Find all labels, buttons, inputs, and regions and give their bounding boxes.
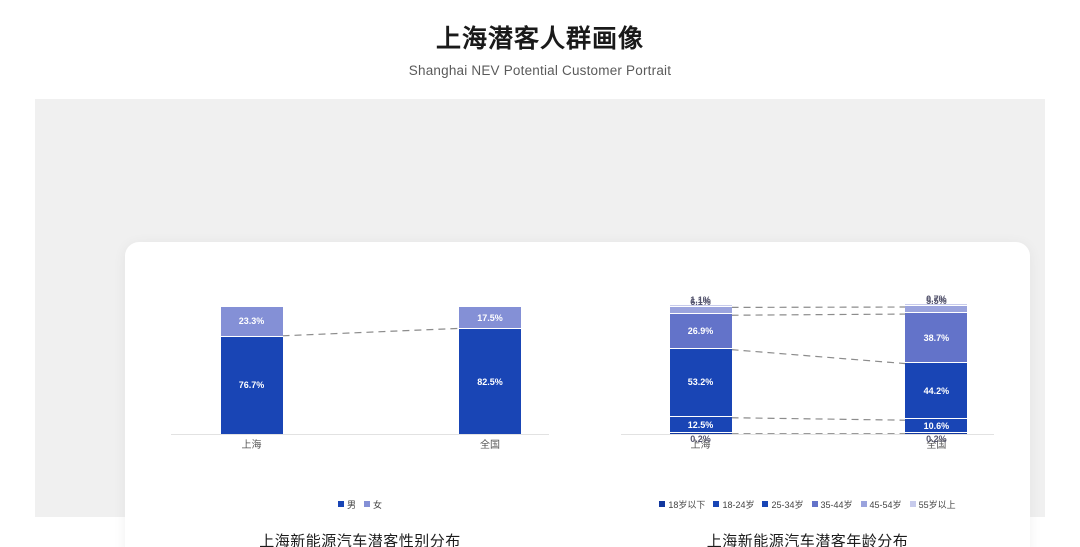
bar-segment-label: 5.5% bbox=[926, 296, 947, 307]
chart-gender-distribution: 76.7% 23.3% 82.5% 17.5% 上海 全国 男女 上海新能源汽车潜客… bbox=[135, 242, 585, 547]
bar-segment-label: 26.9% bbox=[687, 326, 714, 337]
chart-age-legend: 18岁以下 18-24岁 25-34岁 35-44岁 45-54岁 55岁以上 bbox=[585, 498, 1030, 511]
tick-label-shanghai: 上海 bbox=[690, 440, 711, 451]
chart-age-caption: 上海新能源汽车潜客年龄分布 bbox=[706, 533, 909, 547]
charts-card: 76.7% 23.3% 82.5% 17.5% 上海 全国 男女 上海新能源汽车潜客… bbox=[125, 242, 1030, 547]
bar-segment-label: 76.7% bbox=[238, 380, 265, 391]
legend-item-25-34岁[interactable]: 25-34岁 bbox=[762, 498, 804, 511]
connector-line bbox=[731, 313, 906, 316]
legend-label: 25-34岁 bbox=[771, 500, 804, 510]
bar-segment-55岁以上[interactable]: 1.1% bbox=[669, 295, 732, 306]
bar-segment-45-54岁[interactable]: 6.1% bbox=[669, 297, 732, 314]
content-backdrop-panel: 76.7% 23.3% 82.5% 17.5% 上海 全国 男女 上海新能源汽车潜客… bbox=[35, 99, 1045, 547]
bar-segment-女[interactable]: 23.3% bbox=[220, 306, 283, 336]
bar-segment-label: 0.7% bbox=[926, 294, 947, 305]
bar-segment-label: 23.3% bbox=[238, 316, 265, 327]
bar-segment-label: 82.5% bbox=[477, 376, 503, 387]
legend-label: 女 bbox=[373, 500, 383, 510]
bar-segment-55岁以上[interactable]: 0.7% bbox=[905, 294, 968, 306]
bar-shanghai[interactable]: 0.2% 12.5% 53.2% 26.9% 6.1% 1.1% bbox=[669, 295, 732, 444]
legend-swatch-icon bbox=[762, 500, 769, 507]
legend-swatch-icon bbox=[860, 500, 867, 507]
chart-gender-axis bbox=[171, 434, 549, 435]
legend-swatch-icon bbox=[659, 500, 666, 507]
connector-line bbox=[731, 417, 906, 421]
page-subtitle: Shanghai NEV Potential Customer Portrait bbox=[408, 63, 672, 78]
bar-segment-label: 38.7% bbox=[923, 332, 950, 343]
bar-segment-35-44岁[interactable]: 38.7% bbox=[905, 312, 968, 362]
connector-line bbox=[731, 349, 906, 365]
bar-national[interactable]: 82.5% 17.5% bbox=[459, 306, 521, 434]
chart-gender-caption: 上海新能源汽车潜客性别分布 bbox=[259, 533, 461, 547]
bar-segment-25-34岁[interactable]: 44.2% bbox=[905, 361, 968, 419]
legend-label: 45-54岁 bbox=[869, 500, 902, 510]
legend-item-女[interactable]: 女 bbox=[364, 498, 382, 511]
legend-item-35-44岁[interactable]: 35-44岁 bbox=[811, 498, 853, 511]
legend-swatch-icon bbox=[364, 500, 370, 507]
bar-segment-18-24岁[interactable]: 12.5% bbox=[669, 416, 732, 432]
chart-age-plot: 0.2% 12.5% 53.2% 26.9% 6.1% 1.1% 0.2% 10.6% 44.… bbox=[585, 287, 1030, 477]
legend-item-45-54岁[interactable]: 45-54岁 bbox=[860, 498, 902, 511]
legend-item-18岁以下[interactable]: 18岁以下 bbox=[659, 498, 705, 511]
bar-segment-女[interactable]: 17.5% bbox=[459, 306, 521, 329]
chart-age-distribution: 0.2% 12.5% 53.2% 26.9% 6.1% 1.1% 0.2% 10.6% 44.… bbox=[585, 242, 1030, 547]
bar-segment-18岁以下[interactable]: 0.2% bbox=[905, 432, 968, 444]
connector-line bbox=[282, 327, 460, 337]
chart-gender-plot: 76.7% 23.3% 82.5% 17.5% 上海 全国 bbox=[135, 287, 585, 477]
bar-segment-label: 1.1% bbox=[690, 294, 711, 305]
tick-label-shanghai: 上海 bbox=[241, 440, 262, 451]
bar-segment-label: 6.1% bbox=[690, 296, 711, 307]
bar-segment-label: 44.2% bbox=[923, 385, 950, 396]
bar-segment-label: 0.2% bbox=[690, 434, 711, 444]
bar-segment-label: 53.2% bbox=[687, 377, 714, 388]
legend-label: 35-44岁 bbox=[820, 500, 853, 510]
legend-item-18-24岁[interactable]: 18-24岁 bbox=[713, 498, 754, 511]
bar-segment-label: 10.6% bbox=[923, 420, 950, 431]
bar-segment-男[interactable]: 82.5% bbox=[459, 328, 521, 434]
bar-segment-label: 0.2% bbox=[926, 434, 947, 444]
bar-segment-label: 12.5% bbox=[687, 419, 714, 430]
bar-segment-25-34岁[interactable]: 53.2% bbox=[669, 347, 732, 416]
legend-label: 55岁以上 bbox=[918, 500, 956, 510]
bar-segment-男[interactable]: 76.7% bbox=[220, 335, 283, 434]
chart-age-axis bbox=[620, 434, 995, 435]
legend-label: 18-24岁 bbox=[722, 500, 755, 510]
bar-national[interactable]: 0.2% 10.6% 44.2% 38.7% 5.5% 0.7% bbox=[905, 294, 968, 444]
bar-segment-35-44岁[interactable]: 26.9% bbox=[669, 313, 732, 348]
tick-label-national: 全国 bbox=[926, 440, 947, 451]
bar-shanghai[interactable]: 76.7% 23.3% bbox=[220, 306, 283, 434]
tick-label-national: 全国 bbox=[480, 440, 500, 451]
legend-swatch-icon bbox=[909, 500, 916, 507]
bar-segment-18-24岁[interactable]: 10.6% bbox=[905, 418, 968, 432]
legend-swatch-icon bbox=[713, 500, 720, 507]
legend-swatch-icon bbox=[337, 500, 344, 507]
chart-gender-legend: 男女 bbox=[135, 498, 585, 511]
legend-label: 18岁以下 bbox=[668, 500, 706, 510]
page-title: 上海潜客人群画像 bbox=[435, 25, 644, 53]
legend-swatch-icon bbox=[811, 500, 818, 507]
legend-item-55岁以上[interactable]: 55岁以上 bbox=[909, 498, 956, 511]
header: 上海潜客人群画像 Shanghai NEV Potential Customer… bbox=[0, 24, 1080, 79]
legend-label: 男 bbox=[346, 500, 356, 510]
bar-segment-label: 17.5% bbox=[477, 312, 503, 323]
bar-segment-18岁以下[interactable]: 0.2% bbox=[669, 432, 732, 444]
bar-segment-45-54岁[interactable]: 5.5% bbox=[905, 296, 968, 313]
legend-item-男[interactable]: 男 bbox=[337, 498, 356, 511]
